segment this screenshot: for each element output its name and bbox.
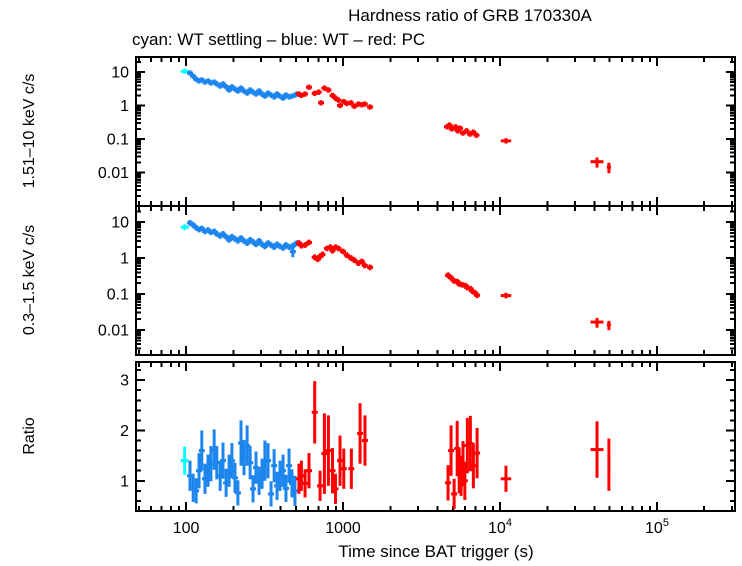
panel-frame-soft-band	[135, 205, 736, 356]
x-tick-label: 1000	[325, 520, 361, 537]
y-axis-label-soft-band: 0.3–1.5 keV c/s	[21, 224, 38, 336]
chart-title: Hardness ratio of GRB 170330A	[348, 6, 592, 25]
y-tick-label: 3	[120, 373, 129, 390]
chart-subtitle-legend: cyan: WT settling – blue: WT – red: PC	[132, 30, 426, 49]
x-axis-label: Time since BAT trigger (s)	[338, 542, 534, 561]
y-tick-label: 10	[111, 64, 129, 81]
y-tick-label: 2	[120, 423, 129, 440]
y-tick-label: 10	[111, 215, 129, 232]
y-tick-label: 0.01	[98, 322, 129, 339]
x-tick-label: 100	[173, 520, 200, 537]
y-tick-label: 1	[120, 98, 129, 115]
y-tick-label: 1	[120, 251, 129, 268]
x-tick-label: 105	[645, 517, 669, 537]
y-tick-label: 1	[120, 473, 129, 490]
y-tick-label: 0.1	[107, 131, 129, 148]
y-tick-label: 0.01	[98, 165, 129, 182]
panel-frame-ratio	[135, 361, 736, 512]
y-axis-label-hard-band: 1.51–10 keV c/s	[21, 73, 38, 189]
y-tick-label: 0.1	[107, 286, 129, 303]
panel-frame-hard-band	[135, 56, 736, 207]
y-axis-label-ratio: Ratio	[21, 417, 38, 455]
x-tick-label: 104	[488, 517, 512, 537]
